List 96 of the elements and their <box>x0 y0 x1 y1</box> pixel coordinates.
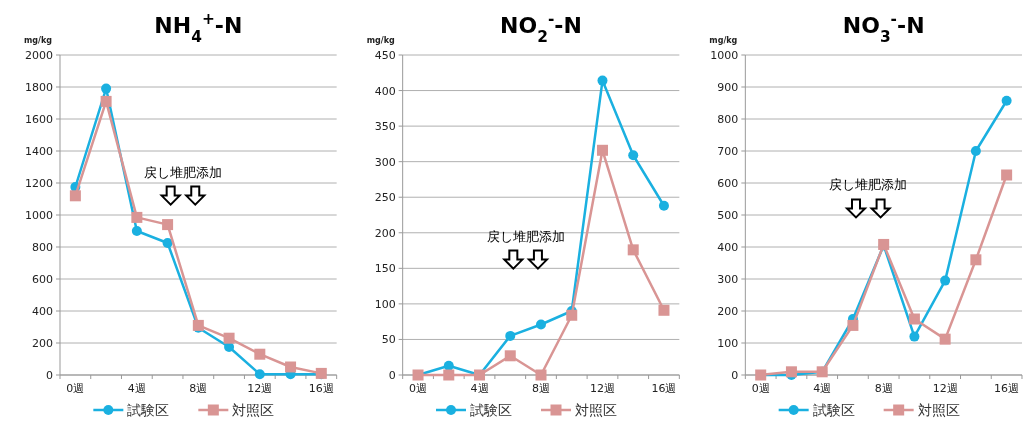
y-tick-label: 800 <box>32 241 53 254</box>
point <box>285 361 297 373</box>
x-tick-label: 12週 <box>932 382 958 395</box>
point <box>254 348 266 360</box>
legend-label: 対照区 <box>917 402 960 418</box>
y-tick-label: 50 <box>381 333 396 347</box>
point <box>223 332 235 344</box>
point <box>566 309 578 321</box>
point <box>505 330 516 341</box>
point <box>939 333 951 345</box>
y-tick-label: 300 <box>374 155 396 169</box>
y-tick-label: 100 <box>717 337 739 350</box>
point <box>162 219 174 231</box>
point <box>100 95 112 107</box>
y-tick-label: 450 <box>374 49 396 62</box>
point <box>1001 169 1013 181</box>
y-tick-label: 200 <box>717 305 739 318</box>
y-tick-label: 300 <box>717 273 739 286</box>
point <box>785 366 797 378</box>
point <box>596 144 608 156</box>
x-tick-label: 8週 <box>189 382 208 395</box>
y-tick-label: 0 <box>388 369 396 382</box>
legend-label: 対照区 <box>232 402 275 418</box>
y-tick-label: 400 <box>717 241 739 254</box>
point <box>909 331 920 342</box>
chart-title: NO$_{2}$$^{-}$-N <box>500 10 582 46</box>
point <box>443 369 455 381</box>
y-tick-label: 150 <box>374 262 396 276</box>
point <box>131 226 142 236</box>
x-tick-label: 16週 <box>308 382 334 395</box>
point <box>536 319 546 330</box>
point <box>628 150 639 161</box>
y-tick-label: 600 <box>717 177 739 190</box>
y-tick-label: 100 <box>374 297 396 311</box>
point <box>658 304 670 316</box>
x-tick-label: 8週 <box>532 382 550 395</box>
legend-label: 試験区 <box>470 402 512 418</box>
x-tick-label: 12週 <box>247 382 273 395</box>
y-tick-label: 250 <box>374 191 396 205</box>
x-tick-label: 8週 <box>874 382 893 395</box>
y-tick-label: 700 <box>717 145 739 158</box>
x-tick-label: 0週 <box>66 382 85 395</box>
y-tick-label: 200 <box>32 337 53 350</box>
y-tick-label: 1400 <box>25 145 53 158</box>
point <box>69 190 81 202</box>
annotation: 戻し堆肥添加 <box>829 177 908 193</box>
point <box>970 254 982 266</box>
point <box>908 313 920 325</box>
point <box>597 75 608 86</box>
point <box>1001 95 1012 106</box>
legend-label: 試験区 <box>812 402 855 418</box>
y-tick-label: 1600 <box>25 113 53 126</box>
point <box>658 200 669 211</box>
y-tick-label: 1000 <box>25 209 53 222</box>
point <box>627 244 639 256</box>
y-tick-label: 1000 <box>710 49 739 62</box>
y-tick-label: 500 <box>717 209 739 222</box>
x-tick-label: 4週 <box>470 382 489 395</box>
point <box>131 211 143 223</box>
point <box>101 83 112 94</box>
legend-label: 試験区 <box>127 402 170 418</box>
y-tick-label: 350 <box>374 120 396 134</box>
y-axis-title: mg/kg <box>709 36 738 45</box>
point <box>847 319 859 331</box>
annotation: 戻し堆肥添加 <box>143 164 222 180</box>
x-tick-label: 0週 <box>751 382 770 395</box>
point <box>443 360 454 371</box>
point <box>162 238 173 248</box>
y-tick-label: 900 <box>717 81 739 94</box>
y-axis-title: mg/kg <box>366 36 395 45</box>
x-tick-label: 12週 <box>589 382 615 395</box>
x-tick-label: 4週 <box>127 382 146 395</box>
x-tick-label: 4週 <box>813 382 832 395</box>
annotation: 戻し堆肥添加 <box>486 228 565 244</box>
chart-title: NH$_{4}$$^{+}$-N <box>154 10 243 46</box>
chart-title: NO$_{3}$$^{-}$-N <box>842 10 925 46</box>
y-tick-label: 0 <box>731 369 739 382</box>
y-tick-label: 0 <box>46 369 53 382</box>
y-tick-label: 600 <box>32 273 53 286</box>
point <box>940 275 951 286</box>
point <box>504 350 516 362</box>
y-tick-label: 400 <box>374 84 396 98</box>
point <box>535 369 547 381</box>
legend-label: 対照区 <box>575 402 617 418</box>
x-tick-label: 16週 <box>651 382 677 395</box>
y-tick-label: 800 <box>717 113 739 126</box>
point <box>254 369 265 380</box>
y-tick-label: 1200 <box>25 177 53 190</box>
y-tick-label: 1800 <box>25 81 53 94</box>
y-tick-label: 2000 <box>25 49 53 62</box>
y-axis-title: mg/kg <box>23 36 53 45</box>
x-tick-label: 16週 <box>994 382 1020 395</box>
y-tick-label: 400 <box>32 305 53 318</box>
point <box>970 146 981 156</box>
x-tick-label: 0週 <box>409 382 428 395</box>
y-tick-label: 200 <box>374 226 396 240</box>
